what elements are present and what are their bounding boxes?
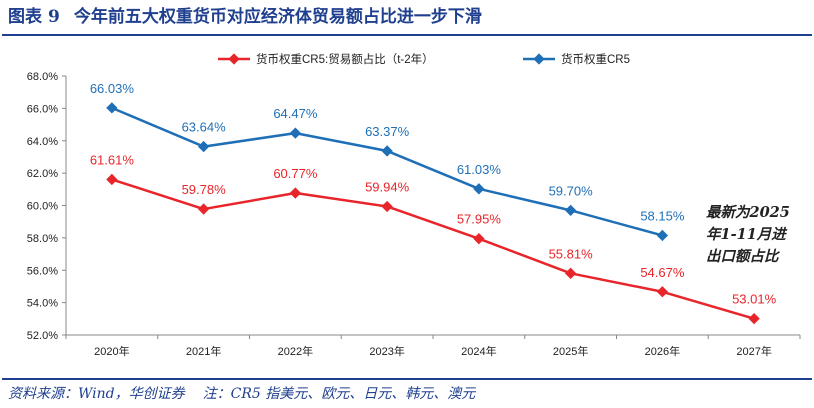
- y-tick-label: 52.0%: [27, 330, 58, 342]
- x-tick-label: 2021年: [186, 344, 221, 358]
- series-line: [111, 178, 755, 320]
- x-tick-label: 2026年: [645, 344, 680, 358]
- legend-label: 货币权重CR5: [561, 52, 630, 66]
- data-point: [289, 127, 302, 139]
- y-tick-label: 64.0%: [27, 136, 58, 148]
- data-point: [656, 229, 669, 242]
- y-tick-label: 58.0%: [27, 233, 58, 245]
- x-tick-label: 2020年: [94, 344, 129, 358]
- data-point: [289, 187, 302, 199]
- data-label: 61.03%: [457, 162, 502, 177]
- data-label: 63.37%: [365, 124, 410, 139]
- data-label: 60.77%: [273, 166, 318, 181]
- data-label: 53.01%: [732, 292, 777, 307]
- data-label: 66.03%: [90, 81, 135, 96]
- data-point: [564, 204, 577, 217]
- data-point: [564, 267, 577, 279]
- data-point: [381, 200, 393, 213]
- data-label: 55.81%: [549, 246, 594, 261]
- source-footer: 资料来源：Wind，华创证券 注：CR5 指美元、欧元、日元、韩元、澳元: [8, 383, 475, 403]
- data-label: 59.70%: [549, 183, 594, 198]
- data-label: 61.61%: [90, 152, 135, 167]
- data-label: 59.94%: [365, 179, 410, 194]
- annotation-line-3: 出口额占比: [706, 248, 779, 265]
- legend-marker: [228, 53, 240, 65]
- figure-title: 今年前五大权重货币对应经济体贸易额占比进一步下滑: [73, 7, 482, 27]
- bottom-rule: [2, 378, 812, 380]
- x-tick-label: 2025年: [553, 344, 588, 358]
- data-point: [473, 233, 485, 245]
- data-label: 59.78%: [182, 182, 227, 197]
- legend-marker: [533, 53, 545, 65]
- y-tick-label: 68.0%: [27, 71, 58, 83]
- y-tick-label: 62.0%: [27, 168, 58, 180]
- legend-label: 货币权重CR5:贸易额占比（t-2年）: [256, 52, 434, 66]
- x-tick-label: 2027年: [736, 344, 771, 358]
- annotation-line-2: 年1-11月进: [706, 226, 786, 243]
- chart-annotation: 最新为2025 年1-11月进 出口额占比: [706, 202, 810, 268]
- data-point: [473, 183, 485, 195]
- x-tick-label: 2024年: [461, 344, 496, 358]
- x-tick-label: 2022年: [278, 344, 313, 358]
- data-label: 63.64%: [182, 120, 227, 135]
- figure-number: 9: [48, 7, 60, 27]
- y-tick-label: 66.0%: [27, 103, 58, 115]
- data-point: [381, 145, 393, 157]
- data-label: 64.47%: [273, 106, 318, 121]
- data-label: 54.67%: [640, 265, 685, 280]
- note-text: 注：CR5 指美元、欧元、日元、韩元、澳元: [202, 386, 476, 402]
- figure-label: 图表: [8, 7, 42, 27]
- y-tick-label: 54.0%: [27, 298, 58, 310]
- data-label: 57.95%: [457, 212, 502, 227]
- data-point: [656, 286, 669, 298]
- source-text: 资料来源：Wind，华创证券: [8, 386, 185, 402]
- data-point: [197, 203, 210, 215]
- data-label: 58.15%: [640, 208, 685, 223]
- annotation-line-1: 最新为2025: [706, 204, 790, 221]
- data-point: [106, 173, 118, 186]
- data-point: [748, 312, 760, 325]
- x-tick-label: 2023年: [369, 344, 404, 358]
- top-rule: [2, 34, 812, 36]
- figure-title-bar: 图表 9 今年前五大权重货币对应经济体贸易额占比进一步下滑: [8, 2, 482, 32]
- data-point: [197, 140, 210, 153]
- y-tick-label: 56.0%: [27, 265, 58, 277]
- y-tick-label: 60.0%: [27, 201, 58, 213]
- data-point: [106, 102, 118, 114]
- line-chart: 52.0% 54.0% 56.0% 58.0% 60.0% 62.0% 64.0% 66.0%…: [27, 52, 801, 358]
